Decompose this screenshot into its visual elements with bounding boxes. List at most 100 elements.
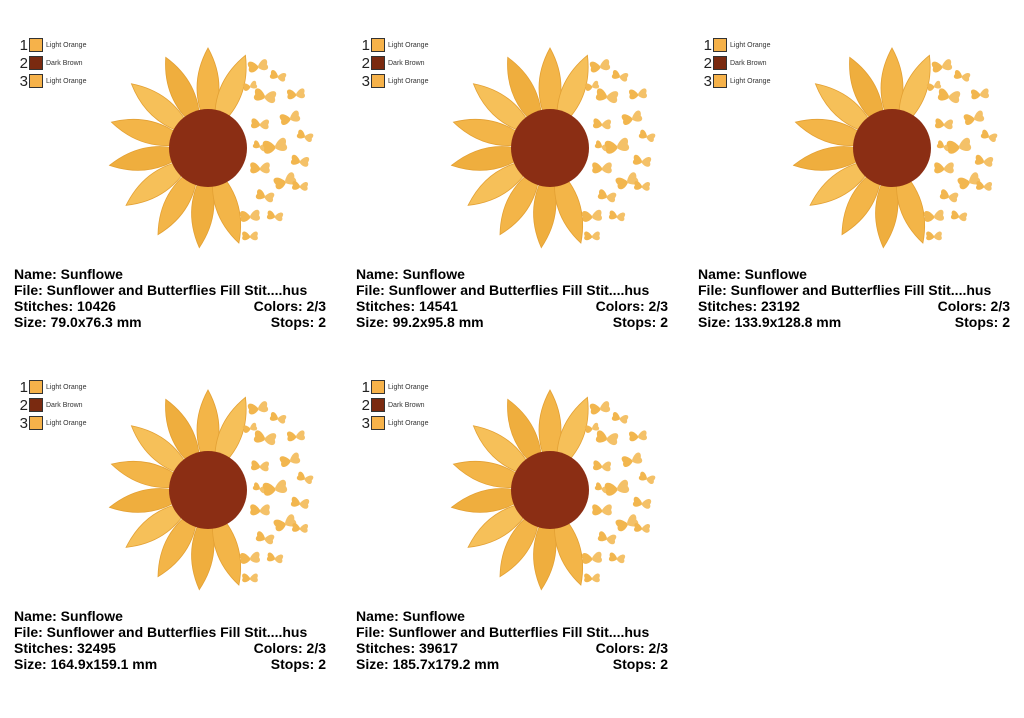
stitch-count: Stitches: 14541 [356,298,458,314]
legend-label: Light Orange [388,419,429,427]
sunflower-butterflies-design-preview [108,389,314,591]
legend-label: Dark Brown [46,401,83,409]
legend-row: 3 Light Orange [360,414,429,432]
butterflies [582,401,656,583]
legend-row: 2 Dark Brown [18,54,86,72]
butterflies [582,59,656,241]
butterflies [240,59,314,241]
color-swatch [29,416,43,430]
legend-number: 1 [19,36,28,54]
stitch-count: Stitches: 10426 [14,298,116,314]
legend-row: 2 Dark Brown [18,396,86,414]
design-card[interactable]: 1 Light Orange 2 Dark Brown 3 Light Oran… [0,28,326,348]
stitch-count: Stitches: 23192 [698,298,800,314]
color-legend: 1 Light Orange 2 Dark Brown 3 Light Oran… [18,36,87,90]
legend-number: 1 [19,378,28,396]
design-info: Name: Sunflowe File: Sunflower and Butte… [356,608,668,672]
legend-number: 2 [361,54,370,72]
design-card[interactable]: 1 Light Orange 2 Dark Brown 3 Light Oran… [0,370,326,690]
legend-row: 3 Light Orange [18,72,87,90]
color-swatch [29,74,43,88]
color-swatch [29,380,43,394]
legend-row: 3 Light Orange [360,72,429,90]
legend-row: 1 Light Orange [360,36,429,54]
color-swatch [371,56,385,70]
sunflower-butterflies-design-preview [108,47,314,249]
legend-label: Light Orange [730,77,771,85]
legend-number: 3 [361,414,370,432]
color-legend: 1 Light Orange 2 Dark Brown 3 Light Oran… [702,36,771,90]
color-count: Colors: 2/3 [253,640,326,656]
butterflies [240,401,314,583]
legend-row: 1 Light Orange [702,36,771,54]
design-size: Size: 133.9x128.8 mm [698,314,842,330]
design-info: Name: Sunflowe File: Sunflower and Butte… [356,266,668,330]
legend-row: 1 Light Orange [18,36,87,54]
sunflower-butterflies-design-preview [450,47,656,249]
design-card[interactable]: 1 Light Orange 2 Dark Brown 3 Light Oran… [684,28,1010,348]
sunflower-center [511,109,589,187]
design-card[interactable]: 1 Light Orange 2 Dark Brown 3 Light Oran… [342,370,668,690]
color-count: Colors: 2/3 [595,640,668,656]
legend-label: Light Orange [730,41,771,49]
color-swatch [371,74,385,88]
color-swatch [371,416,385,430]
color-swatch [29,398,43,412]
design-name: Name: Sunflowe [14,608,123,624]
legend-row: 2 Dark Brown [702,54,770,72]
sunflower-petals [450,47,589,249]
color-legend: 1 Light Orange 2 Dark Brown 3 Light Oran… [360,36,429,90]
legend-number: 3 [19,414,28,432]
design-info: Name: Sunflowe File: Sunflower and Butte… [698,266,1010,330]
legend-number: 3 [361,72,370,90]
legend-label: Light Orange [46,419,87,427]
legend-row: 3 Light Orange [18,414,87,432]
sunflower-center [169,451,247,529]
stop-count: Stops: 2 [612,656,668,672]
legend-row: 2 Dark Brown [360,54,428,72]
sunflower-petals [108,47,247,249]
design-size: Size: 185.7x179.2 mm [356,656,500,672]
legend-number: 2 [361,396,370,414]
color-swatch [371,38,385,52]
color-swatch [713,56,727,70]
legend-label: Light Orange [388,383,429,391]
design-card[interactable]: 1 Light Orange 2 Dark Brown 3 Light Oran… [342,28,668,348]
legend-number: 3 [19,72,28,90]
design-name: Name: Sunflowe [356,608,465,624]
legend-number: 3 [703,72,712,90]
stop-count: Stops: 2 [270,656,326,672]
color-legend: 1 Light Orange 2 Dark Brown 3 Light Oran… [18,378,87,432]
color-swatch [713,38,727,52]
design-info: Name: Sunflowe File: Sunflower and Butte… [14,266,326,330]
legend-number: 2 [19,54,28,72]
legend-row: 3 Light Orange [702,72,771,90]
legend-number: 1 [703,36,712,54]
stitch-count: Stitches: 32495 [14,640,116,656]
color-swatch [371,380,385,394]
stitch-count: Stitches: 39617 [356,640,458,656]
color-swatch [713,74,727,88]
design-size: Size: 164.9x159.1 mm [14,656,158,672]
design-name: Name: Sunflowe [698,266,807,282]
sunflower-petals [792,47,931,249]
design-name: Name: Sunflowe [356,266,465,282]
sunflower-petals [108,389,247,591]
sunflower-center [511,451,589,529]
color-swatch [29,38,43,52]
stop-count: Stops: 2 [270,314,326,330]
sunflower-petals [450,389,589,591]
design-file: File: Sunflower and Butterflies Fill Sti… [14,282,308,298]
design-file: File: Sunflower and Butterflies Fill Sti… [356,624,650,640]
legend-label: Light Orange [46,383,87,391]
design-size: Size: 79.0x76.3 mm [14,314,142,330]
color-swatch [371,398,385,412]
legend-row: 2 Dark Brown [360,396,428,414]
color-count: Colors: 2/3 [595,298,668,314]
color-legend: 1 Light Orange 2 Dark Brown 3 Light Oran… [360,378,429,432]
legend-number: 1 [361,378,370,396]
legend-number: 2 [19,396,28,414]
sunflower-butterflies-design-preview [792,47,998,249]
design-file: File: Sunflower and Butterflies Fill Sti… [356,282,650,298]
stop-count: Stops: 2 [612,314,668,330]
